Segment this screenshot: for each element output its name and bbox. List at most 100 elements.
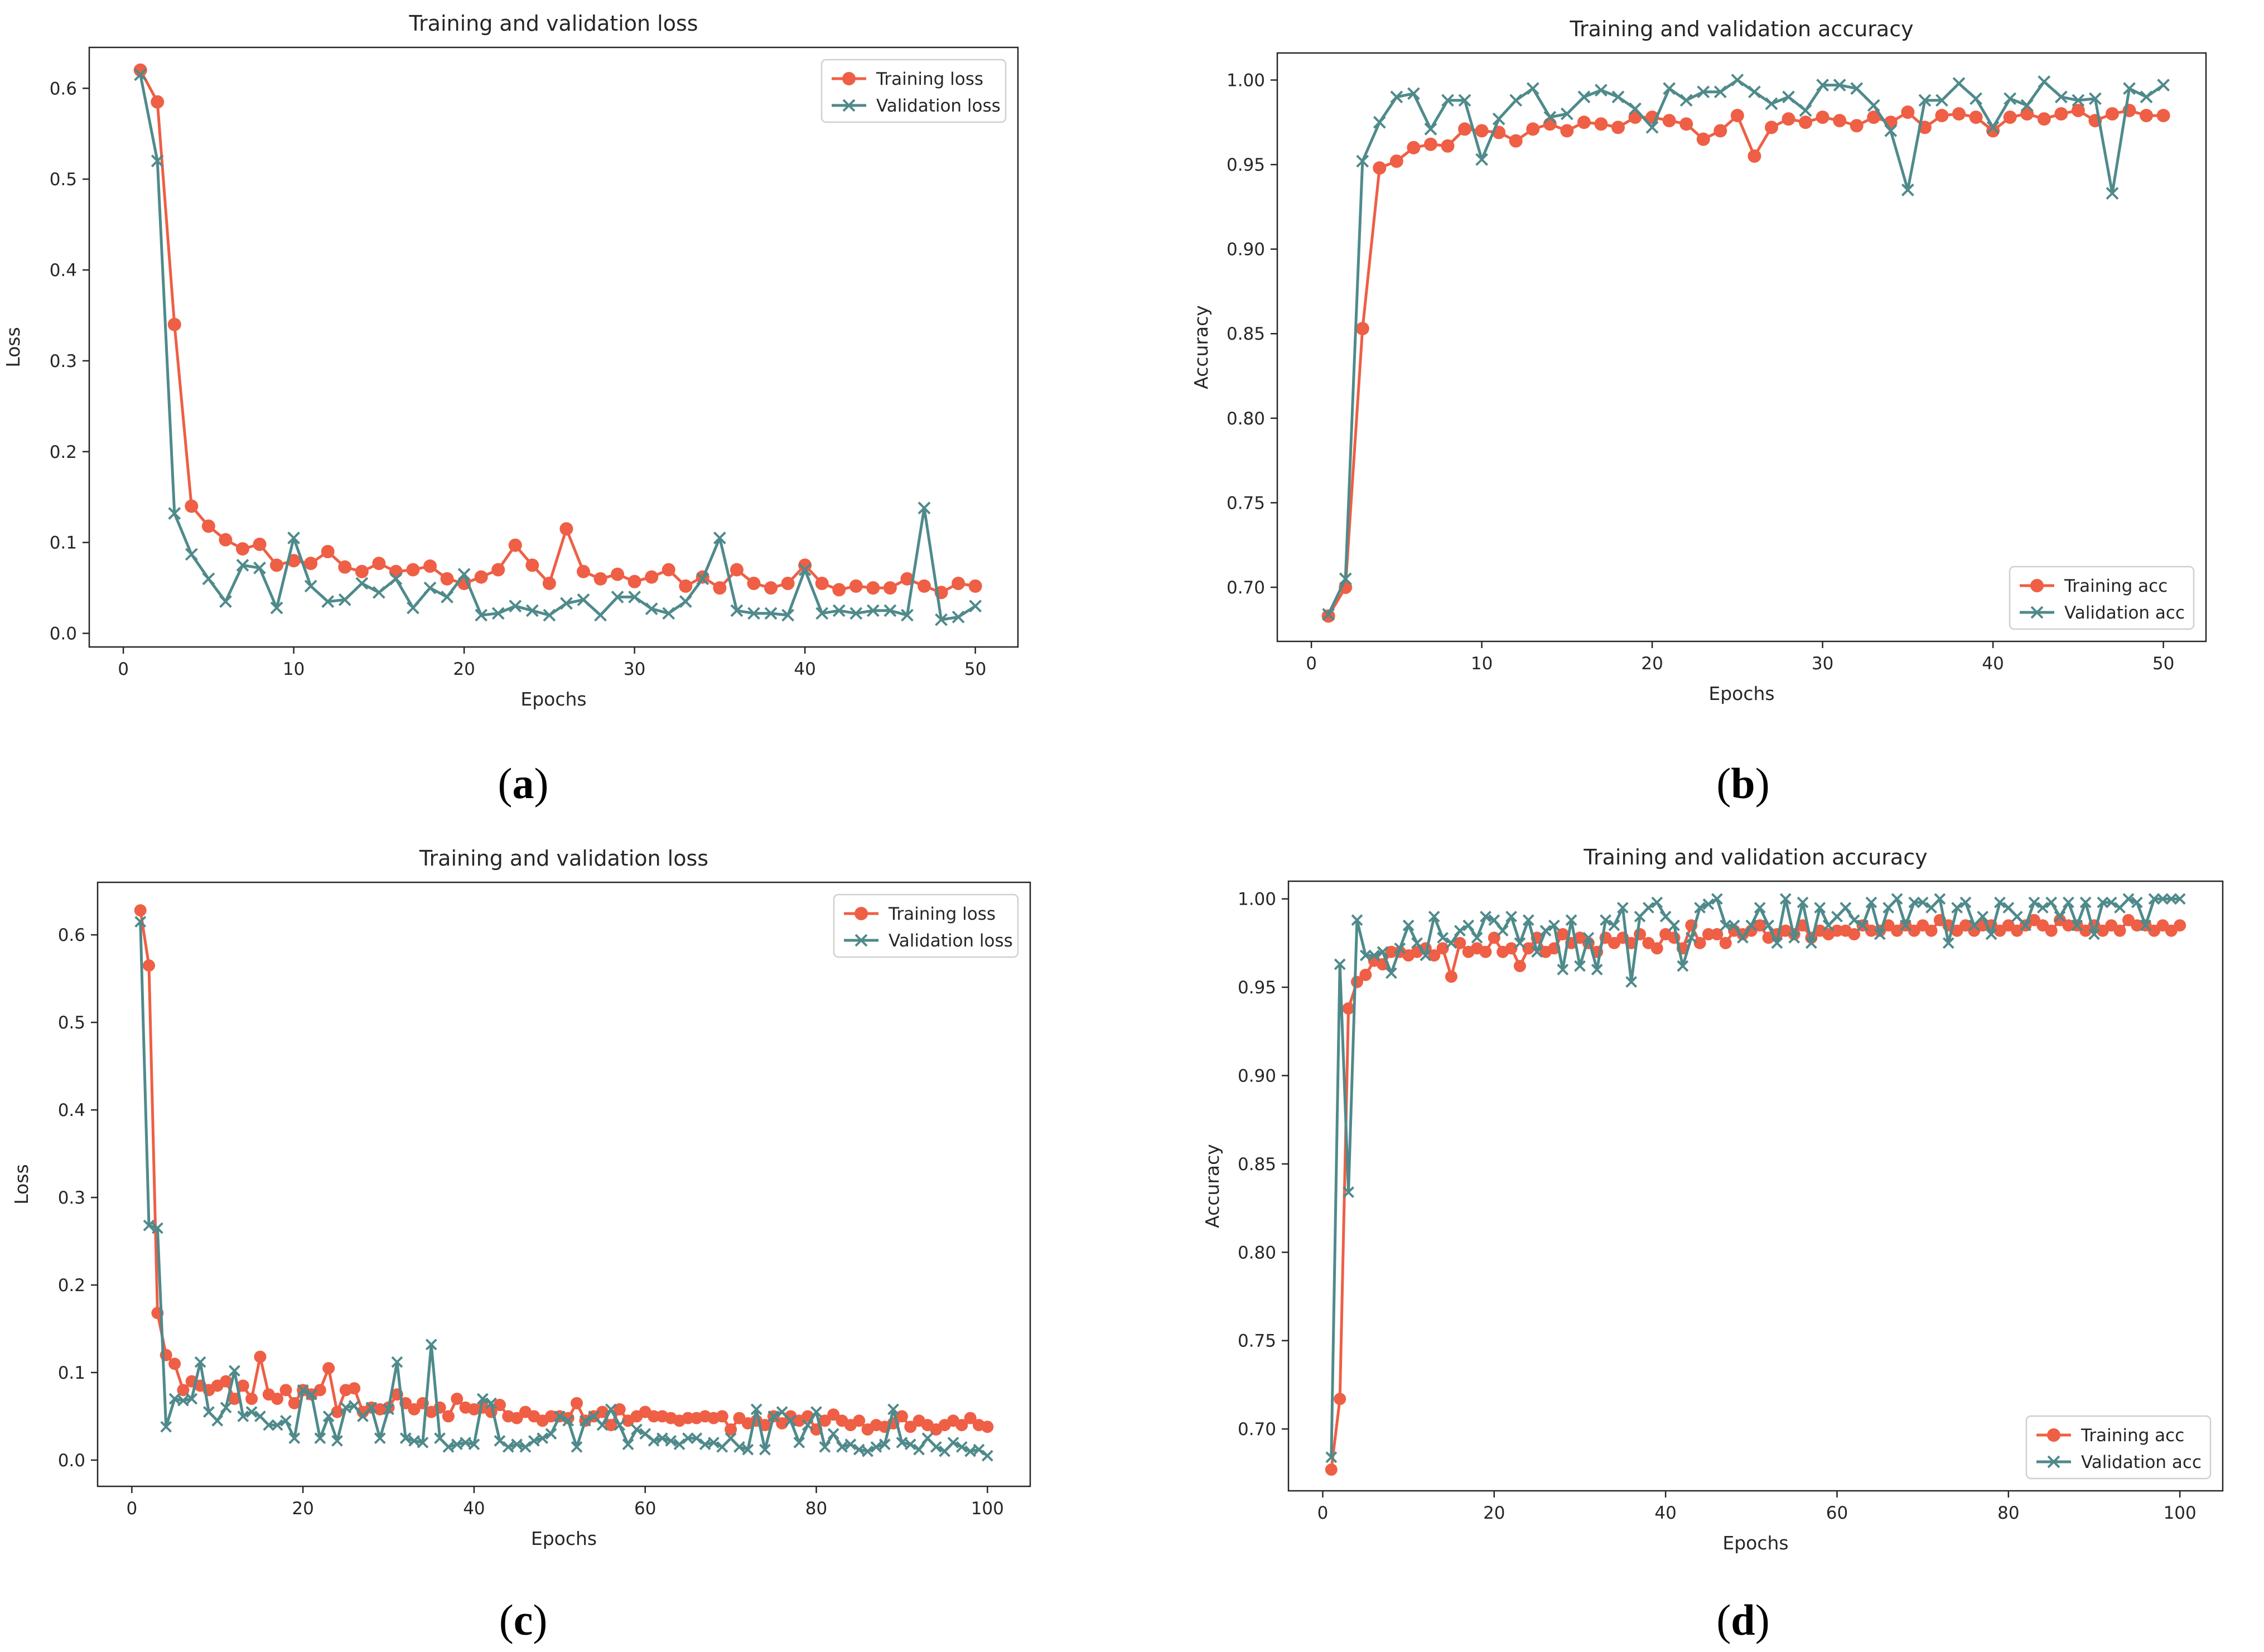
data-point (832, 604, 846, 617)
data-point (2072, 94, 2085, 107)
data-point (270, 601, 283, 615)
data-point (304, 579, 317, 593)
legend-marker (842, 72, 856, 85)
data-point (1816, 110, 1829, 124)
data-point (220, 1375, 233, 1388)
data-point (1959, 896, 1972, 909)
plot-frame (96, 881, 1031, 1487)
data-point (1423, 137, 1437, 151)
caption-d: (d) (1716, 1596, 1770, 1644)
data-point (2011, 910, 2023, 922)
data-point (776, 1406, 788, 1418)
data-point (2079, 896, 2092, 909)
data-point (656, 1432, 668, 1445)
data-point (1471, 931, 1483, 944)
data-point (537, 1432, 549, 1445)
data-point (1711, 893, 1723, 905)
data-point (1600, 914, 1611, 926)
data-point (2088, 928, 2100, 940)
data-point (562, 1414, 575, 1427)
series-line (139, 921, 988, 1457)
data-point (355, 577, 369, 590)
data-point (1848, 914, 1860, 926)
data-point (202, 1406, 215, 1418)
data-point (143, 959, 156, 972)
data-point (1509, 134, 1523, 148)
data-point (904, 1421, 917, 1433)
data-point (1377, 946, 1389, 958)
data-point (279, 1384, 292, 1397)
data-point (1458, 94, 1471, 107)
data-point (2045, 924, 2058, 937)
data-point (930, 1441, 942, 1453)
data-point (798, 563, 812, 576)
data-point (1407, 87, 1420, 100)
data-point (1492, 112, 1505, 125)
data-point (2140, 919, 2152, 931)
data-point (1359, 968, 1372, 981)
data-point (798, 558, 812, 572)
data-point (168, 1393, 181, 1405)
legend-label: Training acc (2080, 1426, 2184, 1446)
data-point (1359, 949, 1372, 962)
data-point (1677, 960, 1689, 972)
data-point (133, 63, 147, 77)
legend-label: Validation acc (2081, 1452, 2202, 1472)
data-point (442, 1441, 455, 1453)
x-tick-label: 60 (1826, 1503, 1848, 1523)
data-point (1816, 79, 1829, 92)
series-line (1327, 109, 2164, 617)
data-point (1662, 114, 1676, 128)
data-point (952, 610, 965, 624)
y-tick-label: 1.00 (1227, 71, 1265, 91)
data-point (2148, 893, 2160, 905)
data-point (2020, 107, 2034, 121)
data-point (1697, 85, 1710, 99)
data-point (1522, 914, 1534, 926)
data-point (219, 595, 232, 608)
data-point (730, 604, 744, 617)
data-point (2174, 919, 2186, 932)
legend: Training loss Validation loss (820, 59, 1007, 123)
data-point (1522, 942, 1535, 955)
data-point (253, 561, 266, 574)
data-point (981, 1450, 993, 1462)
data-point (747, 576, 761, 590)
data-point (1385, 967, 1397, 979)
data-point (365, 1402, 378, 1414)
data-point (1668, 919, 1680, 931)
data-point (918, 501, 931, 515)
data-point (605, 1419, 617, 1432)
data-point (935, 613, 948, 626)
data-point (1560, 124, 1574, 138)
data-point (2174, 893, 2186, 905)
data-point (1833, 114, 1847, 128)
data-point (1514, 937, 1526, 949)
data-point (628, 591, 641, 603)
data-point (562, 1412, 575, 1424)
data-point (699, 1438, 711, 1451)
data-point (1711, 928, 1724, 941)
data-point (1702, 898, 1715, 910)
data-point (357, 1411, 369, 1422)
legend-marker (855, 934, 868, 947)
data-point (372, 557, 386, 571)
data-point (1754, 902, 1766, 914)
data-point (389, 564, 403, 578)
chart-svg: Training and validation loss 0 20 40 60 80 100… (11, 846, 1031, 1549)
data-point (1925, 902, 1937, 914)
data-point (1479, 945, 1492, 958)
data-point (1458, 122, 1472, 136)
data-point (2105, 896, 2117, 909)
data-point (151, 1222, 163, 1234)
data-point (1977, 910, 1989, 922)
data-point (2062, 896, 2074, 909)
data-point (836, 1441, 848, 1453)
data-point (271, 1393, 284, 1405)
data-point (321, 595, 335, 608)
data-point (1548, 919, 1560, 931)
data-point (543, 608, 556, 622)
data-point (952, 576, 966, 590)
data-point (1342, 1002, 1355, 1015)
plot-frame (88, 46, 1019, 648)
